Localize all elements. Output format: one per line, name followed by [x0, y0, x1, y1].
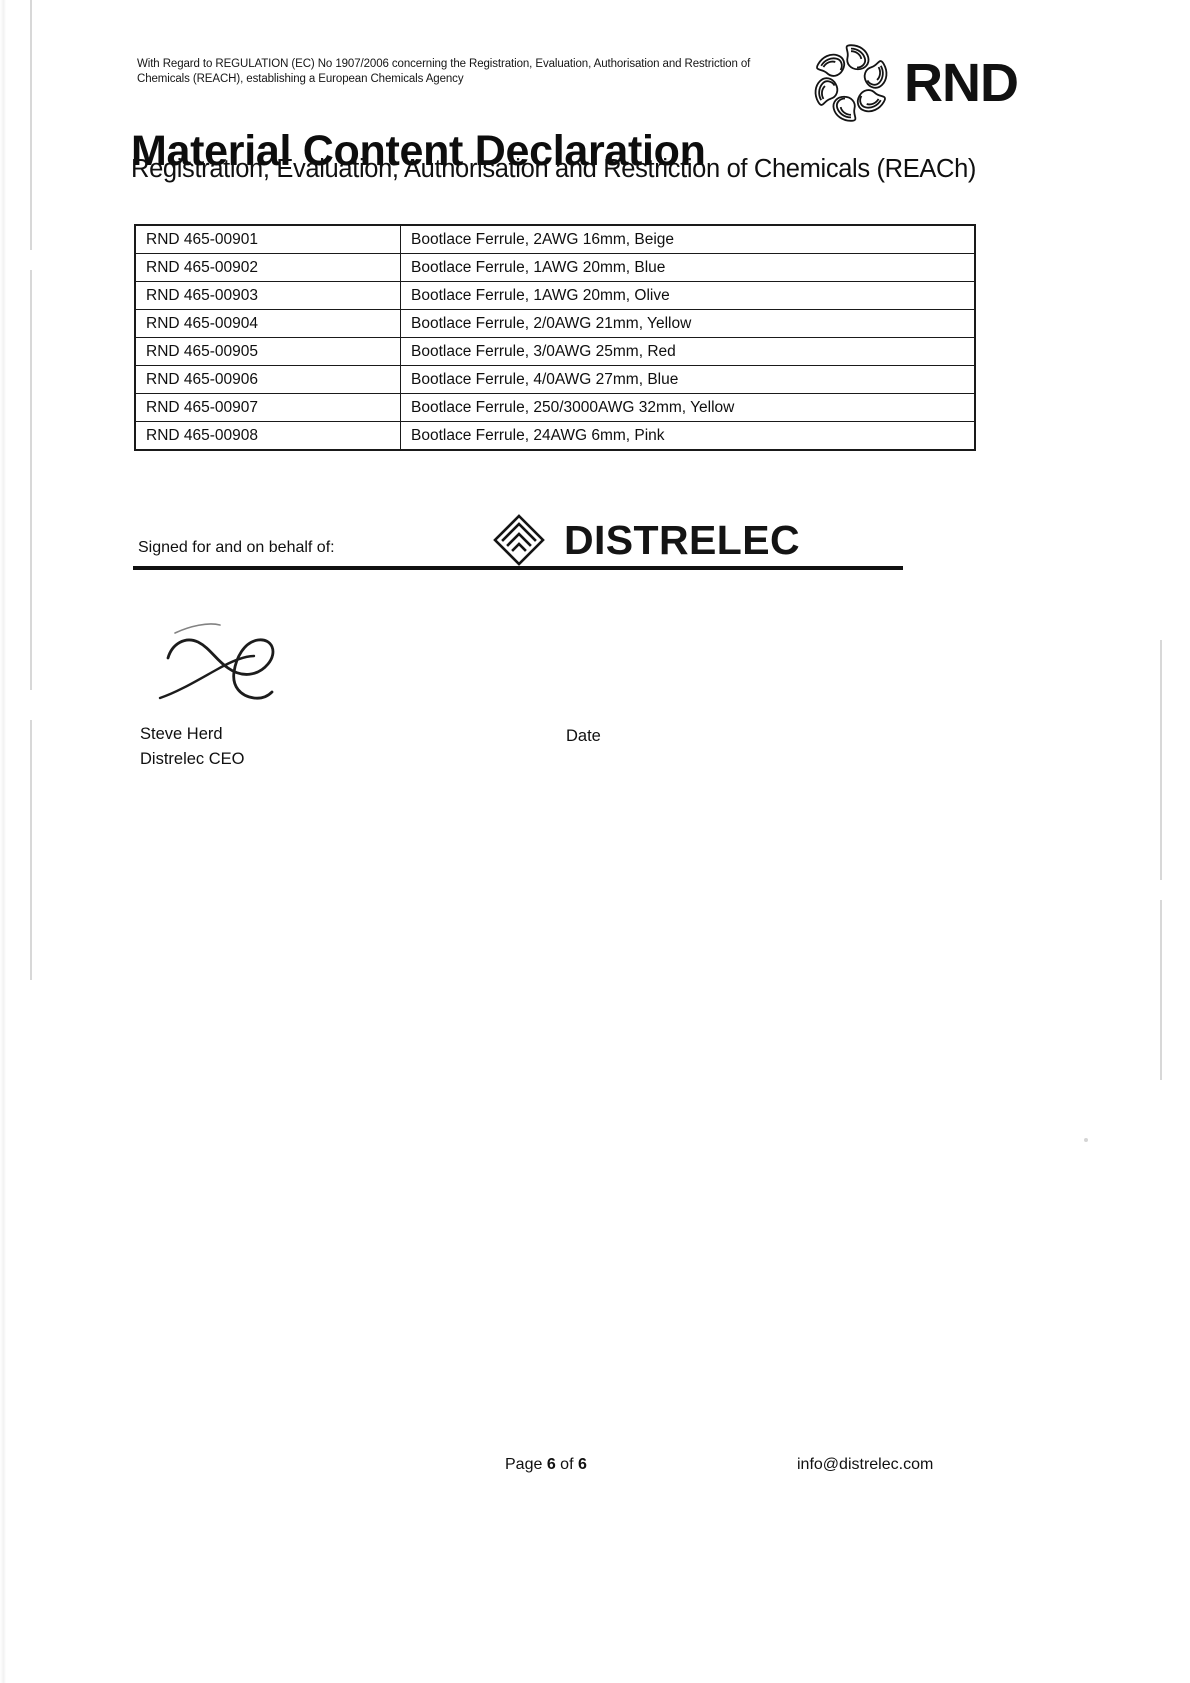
- part-description: Bootlace Ferrule, 1AWG 20mm, Blue: [400, 253, 976, 282]
- part-description: Bootlace Ferrule, 24AWG 6mm, Pink: [400, 421, 976, 451]
- page-total: 6: [577, 1456, 587, 1473]
- diamond-chevron-logo-icon: [487, 510, 551, 570]
- part-code: RND 465-00903: [134, 281, 401, 310]
- page-prefix: Page: [505, 1456, 547, 1473]
- page-current: 6: [546, 1456, 556, 1473]
- table-row: RND 465-00905 Bootlace Ferrule, 3/0AWG 2…: [134, 337, 976, 366]
- scan-streak-artifact: [30, 0, 32, 250]
- signer-role: Distrelec CEO: [140, 750, 245, 768]
- scan-edge-artifact: [0, 0, 6, 1683]
- rnd-wordmark: RND: [904, 53, 1019, 113]
- part-description: Bootlace Ferrule, 1AWG 20mm, Olive: [400, 281, 976, 310]
- page-number-footer: Page 6 of 6: [505, 1456, 587, 1474]
- scan-streak-artifact: [30, 270, 32, 690]
- rosette-logo-icon: [808, 40, 894, 126]
- table-row: RND 465-00904 Bootlace Ferrule, 2/0AWG 2…: [134, 309, 976, 338]
- table-row: RND 465-00901 Bootlace Ferrule, 2AWG 16m…: [134, 224, 976, 254]
- scan-streak-artifact: [30, 720, 32, 980]
- signer-name: Steve Herd: [140, 725, 223, 743]
- parts-table-body: RND 465-00901 Bootlace Ferrule, 2AWG 16m…: [134, 224, 976, 451]
- signed-for-label: Signed for and on behalf of:: [138, 539, 335, 556]
- part-description: Bootlace Ferrule, 250/3000AWG 32mm, Yell…: [400, 393, 976, 422]
- part-code: RND 465-00902: [134, 253, 401, 282]
- parts-table: RND 465-00901 Bootlace Ferrule, 2AWG 16m…: [134, 224, 976, 451]
- scan-streak-artifact: [1160, 900, 1162, 1080]
- part-description: Bootlace Ferrule, 2AWG 16mm, Beige: [400, 224, 976, 254]
- distrelec-wordmark: DISTRELEC: [564, 516, 800, 563]
- table-row: RND 465-00908 Bootlace Ferrule, 24AWG 6m…: [134, 421, 976, 451]
- part-code: RND 465-00904: [134, 309, 401, 338]
- part-description: Bootlace Ferrule, 4/0AWG 27mm, Blue: [400, 365, 976, 394]
- part-code: RND 465-00901: [134, 224, 401, 254]
- signature-rule: [133, 566, 903, 570]
- rnd-logo: RND: [808, 40, 1019, 126]
- part-code: RND 465-00907: [134, 393, 401, 422]
- part-description: Bootlace Ferrule, 3/0AWG 25mm, Red: [400, 337, 976, 366]
- table-row: RND 465-00906 Bootlace Ferrule, 4/0AWG 2…: [134, 365, 976, 394]
- scan-streak-artifact: [1160, 640, 1162, 880]
- table-row: RND 465-00907 Bootlace Ferrule, 250/3000…: [134, 393, 976, 422]
- part-code: RND 465-00906: [134, 365, 401, 394]
- distrelec-logo: DISTRELEC: [487, 510, 800, 570]
- page-subtitle: Registration, Evaluation, Authorisation …: [131, 155, 977, 183]
- footer-email: info@distrelec.com: [797, 1456, 934, 1473]
- table-row: RND 465-00902 Bootlace Ferrule, 1AWG 20m…: [134, 253, 976, 282]
- part-description: Bootlace Ferrule, 2/0AWG 21mm, Yellow: [400, 309, 976, 338]
- date-label: Date: [566, 727, 601, 745]
- handwritten-signature: [150, 600, 450, 710]
- part-code: RND 465-00908: [134, 421, 401, 451]
- part-code: RND 465-00905: [134, 337, 401, 366]
- page-middle: of: [555, 1456, 578, 1473]
- scan-speck-artifact: [1084, 1138, 1088, 1142]
- regulation-note: With Regard to REGULATION (EC) No 1907/2…: [137, 58, 751, 86]
- table-row: RND 465-00903 Bootlace Ferrule, 1AWG 20m…: [134, 281, 976, 310]
- page-title: Material Content Declaration: [131, 126, 706, 175]
